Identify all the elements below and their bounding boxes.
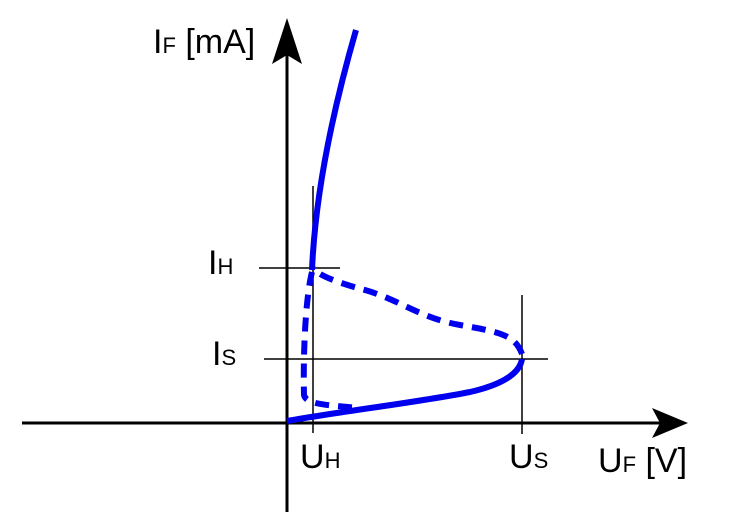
x-axis-symbol: U (598, 442, 623, 480)
negative-resistance-dashed-curve (310, 265, 525, 356)
y-axis-symbol: I (153, 23, 163, 61)
y-axis-label: IF [mA] (153, 25, 255, 59)
us-subscript: S (533, 448, 549, 473)
is-subscript: S (221, 345, 237, 370)
y-axis-arrowhead (272, 18, 302, 64)
us-symbol: U (509, 438, 534, 476)
ih-label: IH (208, 246, 233, 280)
ih-symbol: I (208, 244, 218, 282)
x-axis-label: UF [V] (598, 444, 687, 478)
is-symbol: I (212, 335, 222, 373)
us-label: US (509, 440, 548, 474)
y-axis-subscript: F (162, 33, 176, 58)
x-axis-subscript: F (622, 452, 637, 477)
y-axis-unit: [mA] (175, 23, 256, 61)
ih-subscript: H (217, 254, 234, 279)
uh-label: UH (300, 440, 340, 474)
off-state-curve (286, 358, 525, 424)
x-axis-arrowhead (652, 408, 688, 438)
x-axis-unit: [V] (636, 442, 688, 480)
return-dashed-curve (300, 271, 359, 411)
is-label: IS (212, 337, 236, 371)
uh-symbol: U (300, 438, 325, 476)
uh-subscript: H (324, 448, 341, 473)
on-state-curve (309, 29, 359, 271)
